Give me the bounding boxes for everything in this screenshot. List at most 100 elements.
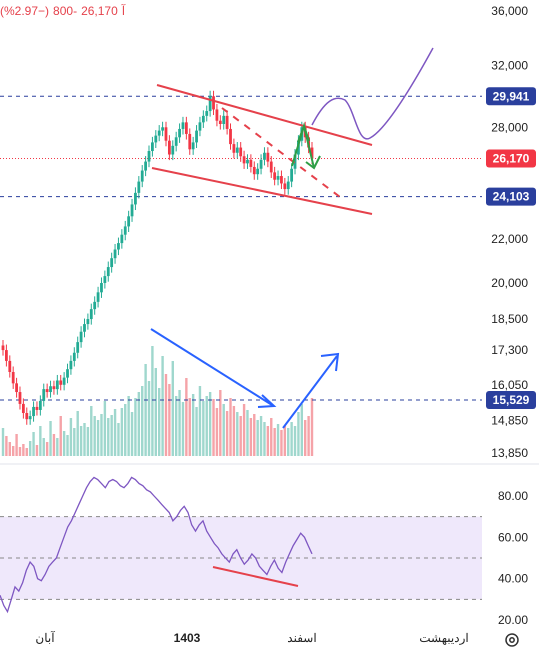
rsi-trendline (212, 566, 299, 587)
candle-body (252, 166, 256, 175)
candle-body (123, 226, 127, 235)
volume-bar (103, 401, 107, 456)
candle-body (293, 154, 297, 169)
price-tick-label: 20,000 (491, 276, 528, 290)
volume-bar (32, 432, 35, 456)
channel-lower-line (151, 167, 373, 215)
volume-bar (18, 447, 22, 456)
candle-body (290, 168, 294, 182)
candle-body (127, 216, 131, 227)
candle-body (59, 380, 63, 385)
candle-body (201, 115, 205, 123)
candle-body (72, 352, 76, 361)
volume-bar (144, 364, 147, 456)
volume-bar (195, 407, 198, 456)
candle-body (259, 159, 263, 169)
time-tick-label: 1403 (174, 631, 201, 645)
last-price-label-bg (486, 149, 536, 168)
candle-body (120, 234, 124, 244)
volume-bar (287, 428, 290, 456)
volume-bar (236, 412, 239, 456)
gear-center (509, 637, 515, 643)
volume-bar (56, 438, 59, 456)
candle-body (86, 319, 90, 325)
symbol-letter: آ (121, 4, 126, 18)
candle-body (144, 161, 148, 171)
time-tick-label: اردیبهشت (419, 631, 468, 645)
level-label-bg (486, 87, 536, 106)
volume-bar (5, 436, 8, 456)
price-tick-label: 32,000 (491, 58, 528, 72)
candle-body (15, 383, 18, 393)
price-tick-label: 28,000 (491, 120, 528, 134)
volume-bar (83, 423, 86, 456)
volume-bar (73, 428, 76, 456)
volume-bar (1, 428, 5, 456)
volume-bar (39, 426, 42, 456)
candle-body (1, 345, 5, 351)
volume-divergence-arrow (150, 328, 273, 406)
candle-body (249, 159, 253, 167)
candle-body (38, 400, 42, 410)
volume-bar (191, 394, 195, 456)
candle-body (83, 324, 86, 332)
candle-body (167, 140, 171, 155)
price-tick-label: 22,000 (491, 232, 528, 246)
candle-body (225, 115, 229, 129)
candle-body (89, 309, 93, 320)
rsi-tick-label: 20.00 (498, 613, 528, 627)
candle-body (286, 181, 290, 190)
volume-bar (178, 390, 181, 456)
gear-icon[interactable] (505, 633, 519, 647)
candle-body (76, 342, 80, 353)
candle-body (42, 389, 46, 401)
candle-body (140, 170, 144, 182)
candle-body (21, 403, 25, 414)
volume-bar (42, 438, 45, 456)
candle-body (113, 249, 117, 259)
volume-bar (263, 422, 266, 456)
volume-bar (76, 411, 79, 456)
candle-body (178, 128, 181, 138)
volume-bar (174, 396, 178, 456)
volume-bar (154, 368, 158, 456)
candle-body (100, 282, 103, 293)
volume-bar (86, 427, 90, 456)
candle-body (28, 416, 32, 420)
volume-bar (28, 441, 32, 456)
volume-bar (168, 384, 171, 456)
zigzag-arrow-head-up (297, 123, 310, 143)
rsi-tick-label: 40.00 (498, 572, 528, 586)
volume-bar (256, 420, 259, 456)
volume-bar (79, 426, 83, 456)
volume-bar (215, 408, 219, 456)
candle-body (235, 147, 239, 153)
last-price: 26,170 (81, 4, 118, 18)
level-label-bg (486, 187, 536, 206)
price-tick-label: 16,050 (491, 378, 528, 392)
volume-bar (246, 410, 249, 456)
volume-bar (198, 386, 202, 456)
candle-body (212, 96, 215, 110)
volume-bar (239, 416, 242, 456)
volume-bar (110, 415, 113, 456)
channel-upper-line (156, 84, 373, 146)
volume-bar (259, 416, 263, 456)
candle-body (218, 120, 222, 124)
candle-body (161, 127, 164, 131)
volume-bar (297, 412, 300, 456)
candle-body (45, 389, 49, 393)
volume-bar (242, 404, 246, 456)
candle-body (283, 183, 287, 190)
candle-body (239, 147, 243, 157)
volume-bar (232, 406, 236, 456)
volume-bar (222, 404, 225, 456)
candle-body (280, 176, 283, 184)
projection-curve (311, 47, 434, 140)
volume-bar (69, 418, 73, 456)
candle-body (191, 142, 195, 150)
volume-bar (8, 442, 11, 456)
symbol-header: آ26,170-800(−2.97%) (0, 4, 129, 18)
